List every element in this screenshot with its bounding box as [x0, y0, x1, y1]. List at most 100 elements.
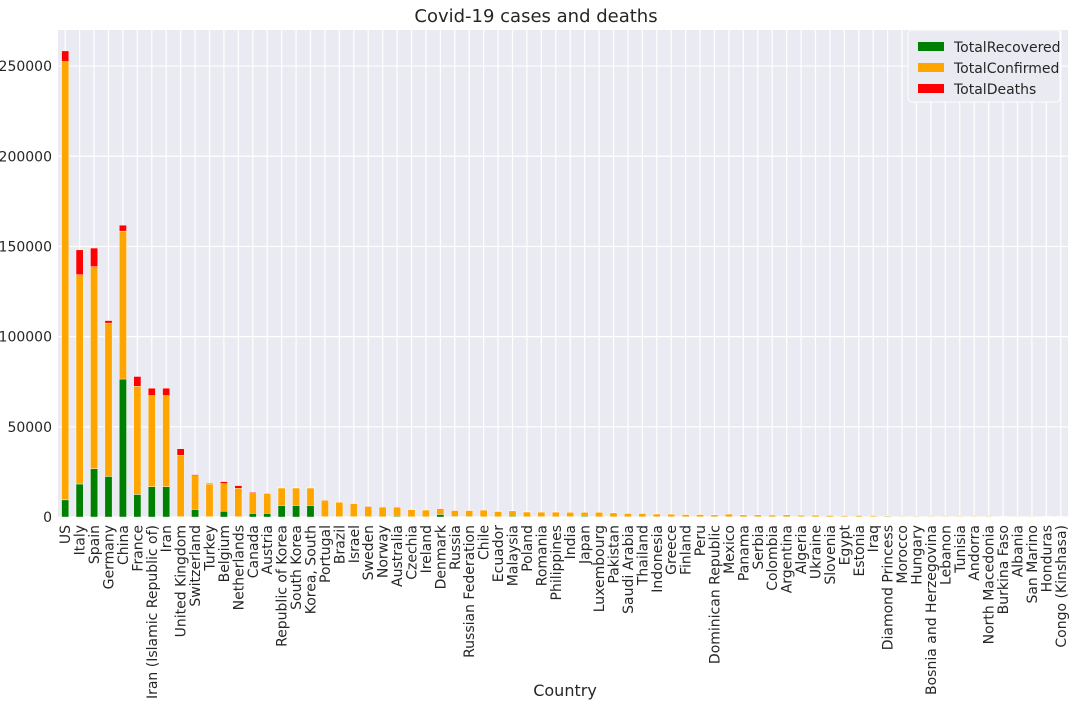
bar-totalconfirmed	[667, 514, 676, 518]
legend-label: TotalConfirmed	[953, 61, 1059, 77]
bar-totalconfirmed	[162, 395, 171, 487]
bar-totalconfirmed	[638, 513, 647, 518]
x-tick-label: Finland	[679, 525, 695, 575]
bar-totaldeaths	[263, 492, 272, 494]
x-tick-label: Andorra	[967, 525, 983, 581]
x-tick-label: Portugal	[318, 525, 334, 583]
x-tick-label: Denmark	[433, 524, 449, 589]
y-tick-label: 0	[43, 510, 52, 526]
y-tick-label: 250000	[0, 59, 52, 75]
y-tick-label: 150000	[0, 239, 52, 255]
bar-totalconfirmed	[494, 511, 502, 518]
bar-totalconfirmed	[263, 493, 272, 514]
bar-totalconfirmed	[133, 386, 142, 495]
bar-totalrecovered	[90, 468, 98, 518]
x-tick-label: Chile	[477, 525, 493, 560]
x-tick-label: Hungary	[910, 525, 926, 585]
x-tick-label: Malaysia	[506, 525, 522, 586]
x-tick-label: Honduras	[1039, 525, 1055, 592]
x-tick-label: Panama	[736, 525, 752, 581]
bar-totalconfirmed	[75, 274, 84, 485]
x-tick-label: Sweden	[361, 525, 377, 580]
bar-totalconfirmed	[609, 512, 618, 518]
bar-totalrecovered	[292, 505, 300, 518]
bar-totalconfirmed	[826, 515, 834, 518]
y-tick-label: 50000	[7, 420, 52, 436]
bar-totaldeaths	[75, 249, 84, 275]
bar-totalrecovered	[263, 513, 272, 518]
x-tick-label: North Macedonia	[982, 525, 998, 644]
x-tick-label: Republic of Korea	[275, 525, 291, 647]
x-tick-label: South Korea	[289, 525, 305, 610]
x-tick-label: Lebanon	[938, 525, 954, 585]
bar-totalrecovered	[191, 509, 199, 518]
legend: TotalRecovered TotalConfirmed TotalDeaths	[907, 29, 1061, 103]
x-tick-label: Australia	[390, 525, 406, 587]
x-tick-label: Saudi Arabia	[621, 525, 637, 614]
x-tick-label: Ireland	[419, 525, 435, 573]
x-tick-label: Tunisia	[953, 525, 969, 574]
bar-totalconfirmed	[378, 506, 387, 518]
x-tick-label: Indonesia	[650, 525, 666, 593]
bar-totalconfirmed	[205, 483, 214, 517]
x-tick-label: Mexico	[722, 525, 738, 574]
x-tick-label: Estonia	[852, 525, 868, 577]
bar-totalconfirmed	[450, 510, 459, 517]
bar-totalconfirmed	[624, 513, 632, 518]
x-tick-label: Poland	[520, 525, 536, 572]
bar-totalconfirmed	[191, 475, 199, 510]
bar-totalconfirmed	[422, 509, 430, 518]
x-tick-label: Colombia	[765, 525, 781, 591]
x-tick-label: Romania	[534, 525, 550, 586]
bar-totalconfirmed	[523, 511, 531, 518]
bar-totaldeaths	[220, 481, 228, 484]
bar-totalrecovered	[248, 513, 257, 518]
bar-totaldeaths	[364, 505, 373, 507]
bar-totalconfirmed	[710, 514, 719, 518]
x-tick-label: France	[130, 525, 146, 572]
x-tick-label: Greece	[664, 525, 680, 575]
bar-totalrecovered	[220, 511, 228, 518]
bar-totaldeaths	[147, 388, 156, 396]
x-tick-label: Korea, South	[304, 525, 320, 614]
bar-totalrecovered	[75, 483, 84, 518]
x-tick-label: Turkey	[203, 525, 219, 572]
bar-totaldeaths	[162, 388, 171, 396]
y-tick-label: 100000	[0, 330, 52, 346]
x-tick-label: Germany	[102, 525, 118, 589]
bar-totalconfirmed	[119, 230, 127, 380]
x-tick-label: Spain	[87, 525, 103, 564]
y-axis-ticks: 0 50000 100000 150000 200000 250000	[0, 59, 52, 526]
bar-totalconfirmed	[306, 487, 315, 506]
bar-totalconfirmed	[508, 510, 517, 517]
x-tick-label: Ukraine	[809, 525, 825, 579]
bar-totalconfirmed	[407, 509, 416, 518]
x-tick-label: Philippines	[549, 525, 565, 600]
x-tick-label: Russian Federation	[462, 525, 478, 658]
x-tick-label: Switzerland	[188, 525, 204, 607]
x-tick-label: Iran	[159, 525, 175, 552]
bar-totalconfirmed	[768, 514, 777, 518]
bar-totalrecovered	[162, 486, 171, 518]
bar-totalconfirmed	[696, 514, 704, 518]
bar-totalrecovered	[436, 514, 445, 518]
bar-totaldeaths	[133, 376, 142, 387]
x-tick-label: Pakistan	[607, 525, 623, 584]
x-tick-label: Peru	[693, 525, 709, 556]
bar-totalconfirmed	[234, 488, 243, 517]
bar-totalconfirmed	[90, 266, 98, 469]
bar-totalconfirmed	[61, 61, 70, 501]
bar-totalconfirmed	[580, 512, 589, 517]
bar-totaldeaths	[234, 485, 243, 489]
bar-totalconfirmed	[595, 512, 603, 518]
x-tick-label: Egypt	[837, 525, 853, 566]
bar-totaldeaths	[191, 474, 199, 476]
x-tick-label: Italy	[73, 525, 89, 555]
bar-totalconfirmed	[537, 511, 546, 517]
x-tick-label: Netherlands	[231, 525, 247, 610]
x-tick-label: Burkina Faso	[996, 525, 1012, 614]
x-tick-label: Czechia	[405, 525, 421, 580]
plot-area	[58, 30, 1068, 517]
x-tick-label: Iran (Islamic Republic of)	[145, 525, 161, 699]
